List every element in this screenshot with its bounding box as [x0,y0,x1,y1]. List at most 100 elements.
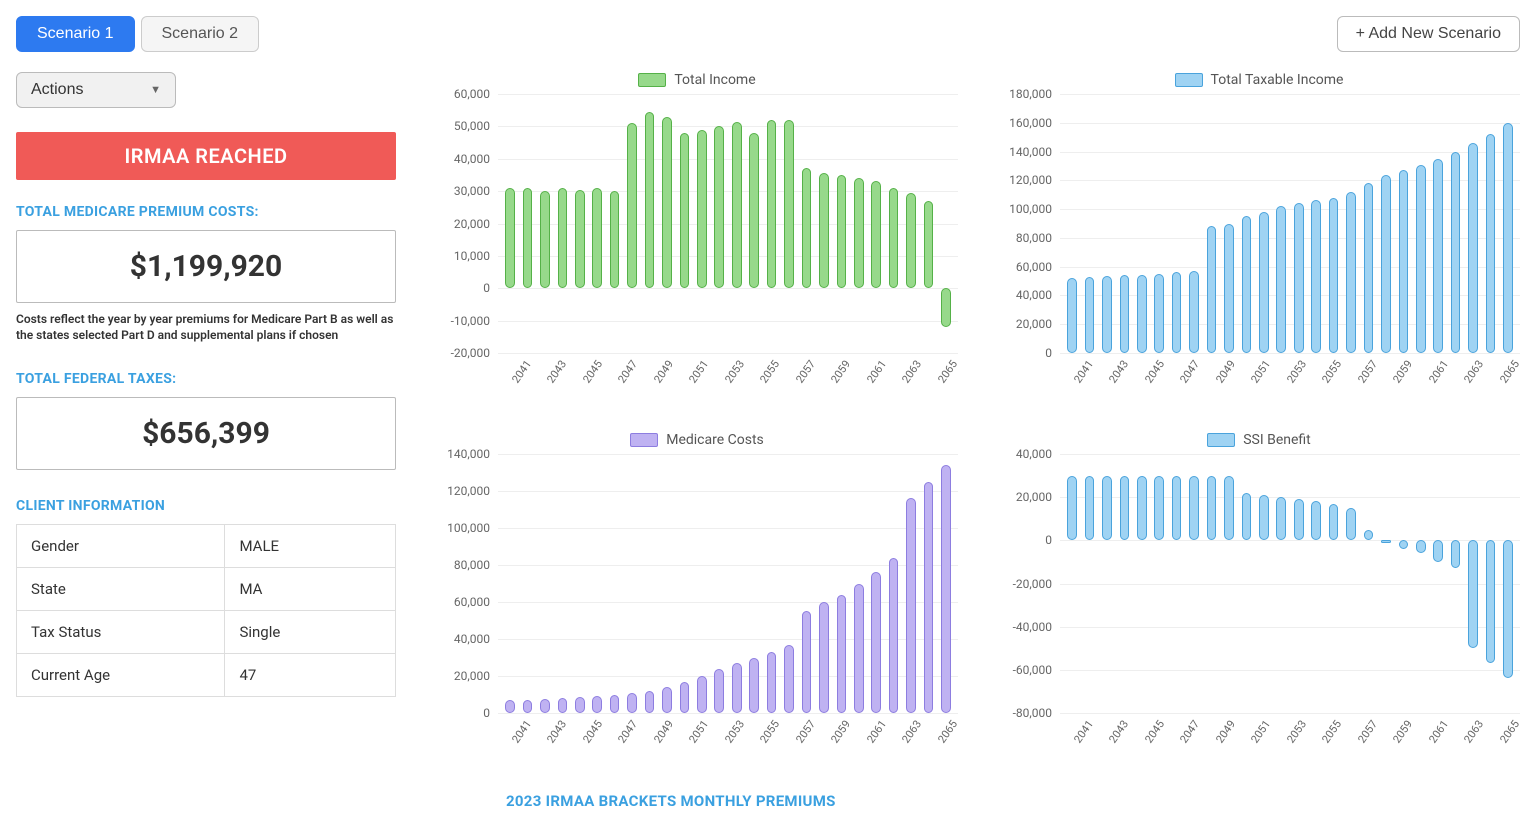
chart-bar [1294,499,1304,540]
chart-bar [906,193,916,289]
chart-bar [1102,476,1112,541]
chart-bar [627,123,637,288]
chart-bar [680,133,690,288]
chart-bar [889,188,899,288]
chart-bar [802,611,812,713]
chart-bar [1067,278,1077,353]
chart-bar [871,181,881,288]
tab-scenario-2[interactable]: Scenario 2 [141,16,260,52]
chart-medicare-costs: Medicare Costs020,00040,00060,00080,0001… [436,432,958,762]
chart-plot: -20,000-10,000010,00020,00030,00040,0005… [498,94,958,354]
chart-bar [1085,476,1095,541]
alert-banner: IRMAA REACHED [16,132,396,180]
chart-bar [714,126,724,288]
chart-bar [1120,275,1130,353]
chart-bar [627,693,637,713]
chart-bar [749,658,759,714]
chart-bar [1154,476,1164,541]
chart-bar [1381,540,1391,542]
chart-bar [575,190,585,289]
legend-label: SSI Benefit [1243,432,1311,448]
tab-scenario-1[interactable]: Scenario 1 [16,16,135,52]
client-info-label: CLIENT INFORMATION [16,498,396,514]
chart-bar [924,201,934,288]
chart-bar [802,168,812,288]
chart-bar [941,288,951,327]
actions-dropdown[interactable]: Actions ▼ [16,72,176,108]
chart-bar [1433,540,1443,562]
chart-bar [592,696,602,713]
chart-bar [697,130,707,289]
legend-swatch [1207,433,1235,447]
chart-bar [1085,277,1095,353]
chart-bar [697,676,707,713]
chart-legend: Medicare Costs [436,432,958,448]
chart-bar [906,498,916,713]
chart-bar [1189,271,1199,353]
chart-bar [1102,276,1112,353]
chart-bar [1311,200,1321,353]
chart-bar [889,558,899,713]
add-scenario-button[interactable]: + Add New Scenario [1337,16,1520,52]
chart-bar [784,645,794,713]
chart-bar [1294,203,1304,353]
chart-plot: 020,00040,00060,00080,000100,000120,0001… [1060,94,1520,354]
chevron-down-icon: ▼ [150,84,161,96]
chart-bar [645,691,655,713]
table-row: Current Age47 [17,654,396,697]
chart-bar [1503,540,1513,678]
chart-bar [662,117,672,289]
medicare-premium-label: TOTAL MEDICARE PREMIUM COSTS: [16,204,396,220]
chart-bar [540,699,550,713]
chart-bar [819,173,829,288]
chart-bar [1486,134,1496,353]
chart-bar [1154,274,1164,353]
chart-bar [1207,226,1217,353]
chart-bar [645,112,655,288]
chart-bar [749,133,759,288]
chart-bar [1381,175,1391,353]
chart-bar [1172,476,1182,541]
chart-bar [1207,476,1217,541]
chart-bar [837,175,847,288]
chart-bar [1276,206,1286,353]
federal-taxes-label: TOTAL FEDERAL TAXES: [16,371,396,387]
chart-bar [732,122,742,289]
legend-label: Total Taxable Income [1211,72,1344,88]
chart-bar [1468,143,1478,353]
chart-bar [1259,212,1269,353]
chart-bar [1503,123,1513,353]
chart-legend: SSI Benefit [998,432,1520,448]
chart-bar [1346,192,1356,353]
chart-bar [941,465,951,713]
chart-bar [1329,504,1339,541]
chart-bar [837,595,847,713]
federal-taxes-value: $656,399 [16,397,396,470]
chart-bar [1276,497,1286,540]
table-row: StateMA [17,568,396,611]
chart-bar [1451,540,1461,568]
legend-label: Total Income [674,72,755,88]
chart-bar [871,572,881,713]
chart-bar [1468,540,1478,648]
chart-bar [1242,493,1252,541]
chart-bar [1224,224,1234,354]
legend-label: Medicare Costs [666,432,764,448]
chart-bar [1120,476,1130,541]
chart-bar [1067,476,1077,541]
chart-bar [819,602,829,713]
chart-bar [575,697,585,713]
chart-bar [1311,501,1321,540]
legend-swatch [638,73,666,87]
client-info-table: GenderMALEStateMATax StatusSingleCurrent… [16,524,396,697]
legend-swatch [1175,73,1203,87]
chart-bar [610,695,620,714]
medicare-premium-value: $1,199,920 [16,230,396,303]
chart-bar [732,663,742,713]
chart-legend: Total Taxable Income [998,72,1520,88]
chart-bar [540,191,550,288]
chart-bar [1433,159,1443,353]
chart-bar [1346,508,1356,540]
chart-bar [1329,198,1339,353]
chart-legend: Total Income [436,72,958,88]
